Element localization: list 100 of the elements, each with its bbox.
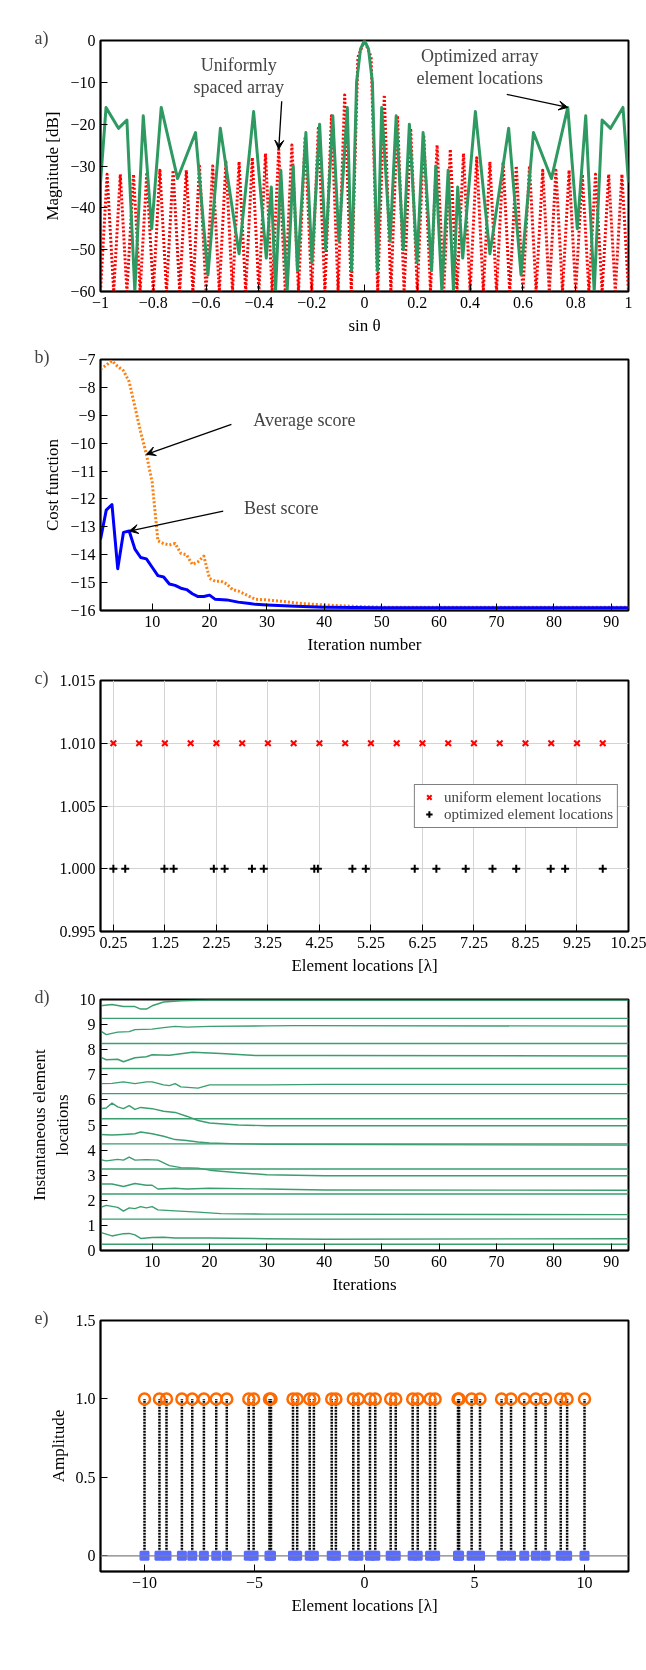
x-tick-label: 80 [545, 1252, 562, 1270]
y-tick-label: −10 [70, 73, 96, 91]
y-axis-title: Instantaneous element locations [29, 1048, 72, 1201]
x-tick-label: 5 [470, 1573, 479, 1591]
annotation: Uniformly spaced array [193, 55, 284, 98]
x-axis-title: Element locations [λ] [291, 955, 438, 975]
y-tick-label: 7 [87, 1066, 96, 1084]
x-tick-label: 0.25 [99, 933, 128, 951]
x-tick-label: 2.25 [202, 933, 231, 951]
legend-label: uniform element locations [443, 788, 602, 806]
annotation: Average score [253, 410, 356, 431]
x-tick-label: 90 [603, 612, 620, 630]
x-tick-label: −5 [245, 1573, 264, 1591]
x-tick-label: 8.25 [511, 933, 540, 951]
y-tick-label: 3 [87, 1166, 96, 1184]
y-tick-label: −7 [78, 351, 96, 368]
x-tick-label: 30 [258, 612, 275, 630]
x-tick-label: 20 [201, 1252, 218, 1270]
x-tick-label: −0.2 [297, 293, 327, 311]
y-tick-label: 0.5 [75, 1468, 96, 1486]
x-tick-label: 10 [576, 1573, 593, 1591]
x-axis-title: Iteration number [307, 634, 422, 654]
x-tick-label: 0.8 [565, 293, 586, 311]
x-tick-label: 1.25 [150, 933, 179, 951]
x-tick-label: 70 [488, 1252, 505, 1270]
x-tick-label: 10.25 [610, 933, 646, 951]
x-tick-label: −0.4 [244, 293, 274, 311]
y-tick-label: 6 [87, 1091, 96, 1109]
y-tick-label: 8 [87, 1041, 96, 1059]
x-tick-label: 0 [360, 293, 369, 311]
x-tick-label: 60 [431, 612, 448, 630]
y-tick-label: −15 [70, 574, 96, 592]
y-tick-label: 1.5 [75, 1312, 96, 1329]
y-tick-label: −13 [70, 518, 96, 536]
y-tick-label: −50 [70, 241, 96, 259]
y-axis-title: Magnitude [dB] [43, 111, 63, 221]
x-axis-title: sin θ [348, 315, 381, 335]
x-tick-label: 80 [545, 612, 562, 630]
y-tick-label: 4 [87, 1141, 96, 1159]
x-tick-label: −10 [131, 1573, 158, 1591]
x-tick-label: 0.6 [512, 293, 533, 311]
x-axis-title: Element locations [λ] [291, 1595, 438, 1615]
y-tick-label: −14 [70, 546, 96, 564]
x-tick-label: 1 [624, 293, 633, 311]
y-tick-label: 1 [87, 1216, 96, 1234]
x-tick-label: 30 [258, 1252, 275, 1270]
text: d) [34, 986, 50, 1008]
y-axis-title: Amplitude [48, 1409, 68, 1483]
y-tick-label: 1.005 [59, 797, 96, 815]
x-tick-label: 10 [144, 612, 161, 630]
x-tick-label: 40 [316, 1252, 333, 1270]
y-tick-label: −60 [70, 283, 96, 300]
legend-label: optimized element locations [443, 805, 613, 823]
x-tick-label: 7.25 [459, 933, 488, 951]
y-tick-label: 0 [87, 1547, 96, 1565]
y-tick-label: 1.0 [75, 1390, 96, 1408]
x-tick-label: 20 [201, 612, 218, 630]
x-tick-label: 0.4 [460, 293, 481, 311]
x-tick-label: 0 [360, 1573, 369, 1591]
y-tick-label: −20 [70, 115, 96, 133]
x-tick-label: 6.25 [408, 933, 437, 951]
y-tick-label: −9 [78, 406, 96, 424]
x-tick-label: 0.2 [407, 293, 428, 311]
y-tick-label: 10 [79, 991, 96, 1008]
y-tick-label: −30 [70, 157, 96, 175]
y-tick-label: 5 [87, 1116, 96, 1134]
x-tick-label: 3.25 [253, 933, 282, 951]
x-tick-label: 70 [488, 612, 505, 630]
y-tick-label: −40 [70, 199, 96, 217]
annotation: Optimized array element locations [416, 46, 544, 89]
y-tick-label: −16 [70, 602, 96, 619]
text: a) [34, 27, 49, 49]
x-axis-title: Iterations [332, 1274, 397, 1294]
annotation: Best score [243, 498, 319, 519]
y-tick-label: 9 [87, 1016, 96, 1034]
x-tick-label: 10 [144, 1252, 161, 1270]
x-tick-label: −0.6 [191, 293, 221, 311]
y-tick-label: 2 [87, 1191, 96, 1209]
x-tick-label: −0.8 [138, 293, 168, 311]
y-tick-label: −11 [71, 462, 96, 480]
text: b) [34, 346, 50, 368]
y-tick-label: −12 [70, 490, 96, 508]
x-tick-label: 50 [373, 1252, 390, 1270]
text: c) [34, 667, 49, 689]
y-tick-label: 1.015 [59, 672, 96, 689]
x-tick-label: 5.25 [356, 933, 385, 951]
y-tick-label: 0 [87, 32, 96, 49]
x-tick-label: 90 [603, 1252, 620, 1270]
x-tick-label: 4.25 [305, 933, 334, 951]
x-tick-label: 50 [373, 612, 390, 630]
y-tick-label: 1.000 [59, 860, 96, 878]
x-tick-label: 40 [316, 612, 333, 630]
text: e) [34, 1307, 49, 1329]
x-tick-label: 9.25 [562, 933, 591, 951]
y-tick-label: 0.995 [59, 923, 96, 940]
y-tick-label: −8 [78, 378, 96, 396]
y-axis-title: Cost function [43, 438, 63, 532]
y-tick-label: −10 [70, 434, 96, 452]
y-tick-label: 1.010 [59, 734, 96, 752]
x-tick-label: 60 [431, 1252, 448, 1270]
